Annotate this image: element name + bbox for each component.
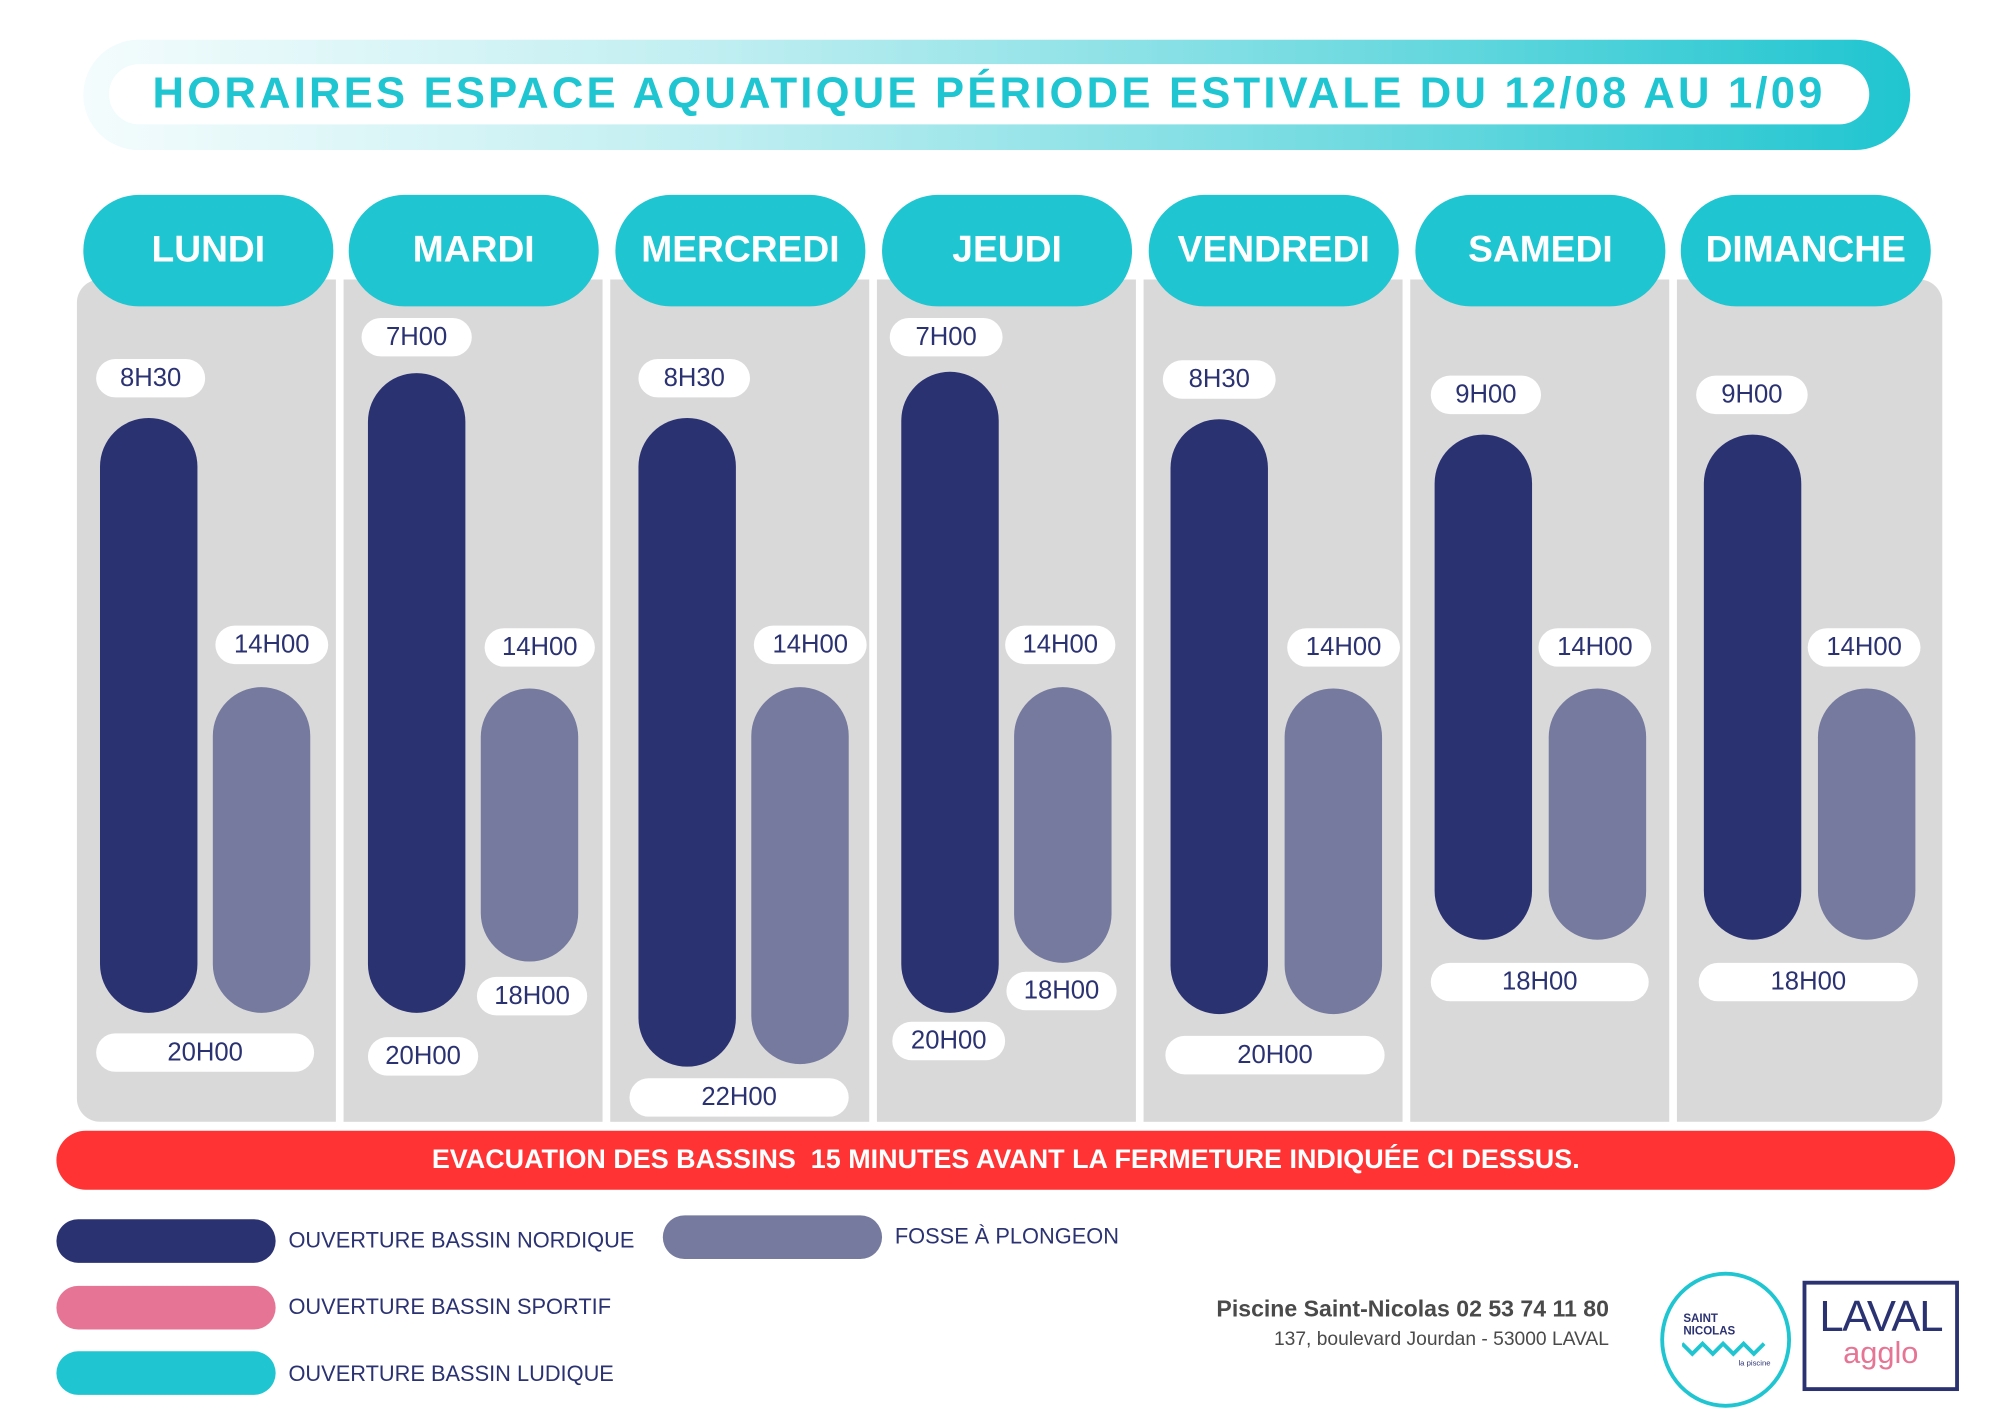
nordique-close-time: 18H00 bbox=[1698, 962, 1918, 1002]
logo-sub: la piscine bbox=[1738, 1360, 1771, 1368]
bar-fosse-plongeon bbox=[480, 688, 579, 962]
day-header: MERCREDI bbox=[615, 194, 866, 307]
bar-fosse-plongeon bbox=[212, 687, 311, 1013]
bar-bassin-nordique bbox=[901, 371, 999, 1013]
legend-label-nordique: OUVERTURE BASSIN NORDIQUE bbox=[288, 1228, 635, 1253]
day-header: JEUDI bbox=[882, 194, 1133, 307]
fosse-open-time: 14H00 bbox=[1538, 628, 1652, 667]
bar-bassin-nordique bbox=[638, 417, 736, 1067]
nordique-open-time: 7H00 bbox=[889, 317, 1003, 357]
bar-fosse-plongeon bbox=[751, 687, 849, 1065]
page-title: HORAIRES ESPACE AQUATIQUE PÉRIODE ESTIVA… bbox=[152, 69, 1826, 118]
nordique-open-time: 8H30 bbox=[1162, 360, 1276, 399]
logo-line2: NICOLAS bbox=[1683, 1324, 1736, 1338]
title-box: HORAIRES ESPACE AQUATIQUE PÉRIODE ESTIVA… bbox=[108, 64, 1870, 125]
nordique-open-time: 9H00 bbox=[1696, 375, 1808, 415]
wave-icon bbox=[1682, 1340, 1766, 1357]
day-header: DIMANCHE bbox=[1680, 194, 1931, 307]
fosse-open-time: 14H00 bbox=[1807, 628, 1921, 667]
logo-line1: SAINT bbox=[1683, 1311, 1718, 1325]
day-header: SAMEDI bbox=[1415, 194, 1666, 307]
fosse-close-time: 18H00 bbox=[1006, 971, 1117, 1011]
bar-bassin-nordique bbox=[99, 417, 198, 1013]
bar-fosse-plongeon bbox=[1817, 688, 1916, 940]
fosse-open-time: 14H00 bbox=[484, 628, 595, 667]
fosse-open-time: 14H00 bbox=[1287, 628, 1400, 667]
logo-agglo: agglo bbox=[1843, 1335, 1919, 1371]
evacuation-banner: EVACUATION DES BASSINS 15 MINUTES AVANT … bbox=[56, 1130, 1956, 1190]
laval-agglo-logo: LAVAL agglo bbox=[1802, 1280, 1959, 1392]
nordique-close-time: 20H00 bbox=[892, 1021, 1006, 1061]
fosse-open-time: 14H00 bbox=[753, 625, 867, 665]
nordique-open-time: 8H30 bbox=[96, 358, 206, 398]
legend-label-fosse: FOSSE À PLONGEON bbox=[894, 1224, 1119, 1249]
legend-swatch-nordique bbox=[56, 1219, 276, 1263]
legend-swatch-ludique bbox=[56, 1351, 276, 1395]
legend-swatch-fosse bbox=[662, 1215, 883, 1259]
legend-swatch-sportif bbox=[56, 1285, 276, 1330]
legend-label-ludique: OUVERTURE BASSIN LUDIQUE bbox=[288, 1361, 614, 1386]
saint-nicolas-logo: SAINT NICOLAS la piscine bbox=[1660, 1271, 1792, 1408]
nordique-open-time: 9H00 bbox=[1430, 375, 1542, 415]
fosse-open-time: 14H00 bbox=[215, 625, 329, 665]
logo-laval: LAVAL bbox=[1819, 1292, 1943, 1342]
footer-phone: Piscine Saint-Nicolas 02 53 74 11 80 bbox=[1216, 1296, 1609, 1322]
day-header: VENDREDI bbox=[1148, 194, 1399, 307]
day-header: MARDI bbox=[348, 194, 599, 307]
bar-bassin-nordique bbox=[367, 373, 466, 1013]
nordique-close-time: 22H00 bbox=[629, 1078, 849, 1117]
bar-bassin-nordique bbox=[1434, 434, 1533, 940]
legend-label-sportif: OUVERTURE BASSIN SPORTIF bbox=[288, 1294, 612, 1320]
nordique-open-time: 7H00 bbox=[361, 317, 472, 357]
nordique-close-time: 20H00 bbox=[367, 1037, 479, 1076]
logo-text: SAINT NICOLAS bbox=[1683, 1312, 1735, 1338]
day-header: LUNDI bbox=[83, 194, 334, 307]
bar-fosse-plongeon bbox=[1284, 688, 1383, 1015]
fosse-close-time: 18H00 bbox=[476, 976, 588, 1016]
footer-address: 137, boulevard Jourdan - 53000 LAVAL bbox=[1273, 1328, 1609, 1350]
bar-bassin-nordique bbox=[1703, 434, 1802, 940]
fosse-open-time: 14H00 bbox=[1005, 625, 1116, 665]
nordique-close-time: 18H00 bbox=[1430, 962, 1649, 1002]
nordique-close-time: 20H00 bbox=[96, 1033, 315, 1072]
nordique-close-time: 20H00 bbox=[1165, 1035, 1385, 1075]
bar-bassin-nordique bbox=[1170, 419, 1268, 1015]
bar-fosse-plongeon bbox=[1014, 687, 1112, 963]
nordique-open-time: 8H30 bbox=[638, 358, 750, 398]
bar-fosse-plongeon bbox=[1548, 688, 1647, 940]
